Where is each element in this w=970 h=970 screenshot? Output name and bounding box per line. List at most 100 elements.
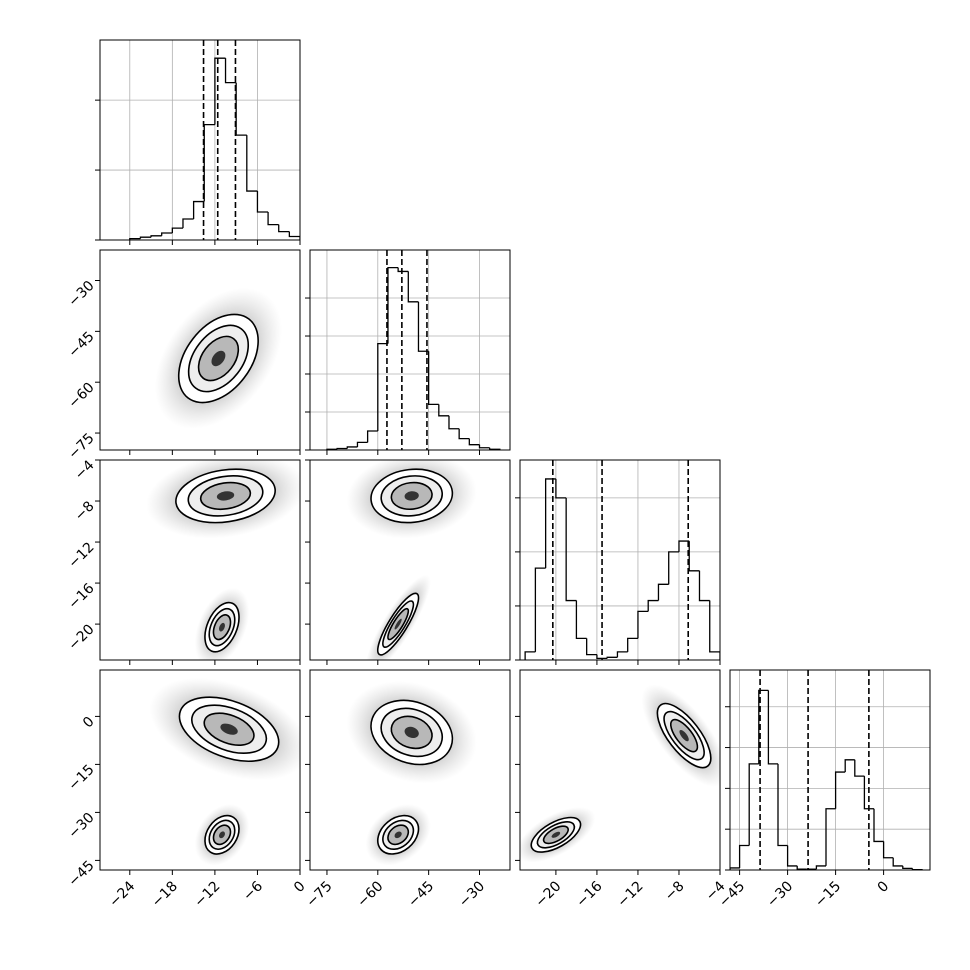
panel-frame xyxy=(99,249,301,451)
histogram-step xyxy=(171,227,183,234)
histogram-step xyxy=(468,438,480,446)
histogram-step xyxy=(256,191,269,213)
histogram-step xyxy=(882,841,894,859)
histogram-step xyxy=(637,610,649,639)
histogram-step xyxy=(346,446,358,449)
histogram-step xyxy=(161,232,173,236)
y-tick-label: −15 xyxy=(65,762,97,794)
histogram-step xyxy=(534,567,546,652)
histogram-step xyxy=(417,301,429,352)
histogram-step xyxy=(214,57,226,125)
panel-area xyxy=(346,460,477,660)
y-tick-label: −30 xyxy=(65,810,97,842)
histogram-step xyxy=(616,651,628,658)
density-peak xyxy=(404,726,419,739)
histogram-step xyxy=(235,82,247,136)
x-tick-label: −8 xyxy=(662,878,688,904)
x-tick-label: −12 xyxy=(614,878,646,910)
panel-frame xyxy=(729,669,931,871)
histogram-step xyxy=(586,638,597,656)
histogram-step xyxy=(150,235,162,238)
y-tick-label: −60 xyxy=(65,380,97,412)
histogram-step xyxy=(758,689,769,764)
histogram-step xyxy=(606,656,618,659)
panel-frame xyxy=(99,459,301,661)
density-peak xyxy=(394,831,402,839)
x-tick-label: −30 xyxy=(456,878,488,910)
density-peak xyxy=(404,491,419,501)
panel-frame xyxy=(99,669,301,871)
histogram-step xyxy=(407,271,419,303)
histogram-step xyxy=(834,771,846,809)
histogram-step xyxy=(544,478,556,569)
panel-frame xyxy=(309,459,511,661)
histogram-step xyxy=(730,867,740,870)
histogram-step xyxy=(815,865,826,870)
histogram-step xyxy=(873,808,884,843)
histogram-step xyxy=(203,123,215,202)
histogram-step xyxy=(786,845,798,867)
histogram-step xyxy=(182,218,194,229)
y-tick-label: −45 xyxy=(65,858,97,890)
x-tick-label: 0 xyxy=(875,878,893,896)
x-tick-label: −75 xyxy=(303,878,335,910)
histogram-step xyxy=(777,763,788,847)
panel-area xyxy=(146,460,300,660)
x-tick-label: −20 xyxy=(532,878,564,910)
x-tick-label: −18 xyxy=(149,878,181,910)
density-peak xyxy=(219,831,225,839)
histogram-step xyxy=(267,212,279,226)
panel-area xyxy=(310,250,510,450)
histogram-step xyxy=(224,58,237,84)
histogram-step xyxy=(427,351,439,406)
panel-frame xyxy=(99,39,301,241)
histogram-step xyxy=(555,478,567,499)
histogram-step xyxy=(647,599,659,612)
y-tick-label: −20 xyxy=(65,621,97,653)
histogram-step xyxy=(288,231,300,240)
histogram-step xyxy=(246,135,258,192)
density-peak xyxy=(679,729,689,742)
panel-frame xyxy=(309,249,511,451)
histogram-step xyxy=(854,759,865,777)
histogram-step xyxy=(278,224,290,233)
panel-frame xyxy=(519,669,721,871)
x-tick-label: −6 xyxy=(240,878,266,904)
panel-area xyxy=(520,460,720,660)
y-tick-label: −8 xyxy=(72,498,98,524)
x-tick-label: −60 xyxy=(354,878,386,910)
y-tick-label: −45 xyxy=(65,329,97,361)
histogram-step xyxy=(796,865,807,870)
density-peak xyxy=(219,622,225,632)
histogram-step xyxy=(336,447,348,450)
panel-area xyxy=(154,287,282,429)
density-peak xyxy=(211,350,226,367)
panel-area xyxy=(520,684,720,863)
histogram-step xyxy=(767,690,778,765)
histogram-step xyxy=(448,415,460,430)
panel-area xyxy=(730,670,930,870)
histogram-step xyxy=(356,441,368,447)
histogram-step xyxy=(397,267,409,273)
y-tick-label: −30 xyxy=(65,278,97,310)
histogram-step xyxy=(892,857,903,867)
x-tick-label: −12 xyxy=(191,878,223,910)
histogram-step xyxy=(627,637,638,652)
density-peak xyxy=(216,491,235,501)
panel-area xyxy=(149,678,300,866)
histogram-step xyxy=(657,583,669,601)
y-tick-label: −75 xyxy=(65,430,97,462)
histogram-step xyxy=(596,654,608,660)
histogram-step xyxy=(844,759,855,773)
histogram-step xyxy=(902,865,913,870)
histogram-step xyxy=(668,551,679,585)
y-tick-label: −16 xyxy=(65,580,97,612)
panel-frame xyxy=(519,459,721,661)
histogram-step xyxy=(863,776,874,810)
x-tick-label: −16 xyxy=(573,878,605,910)
panel-area xyxy=(100,40,300,240)
histogram-step xyxy=(478,444,490,449)
histogram-step xyxy=(698,570,710,602)
